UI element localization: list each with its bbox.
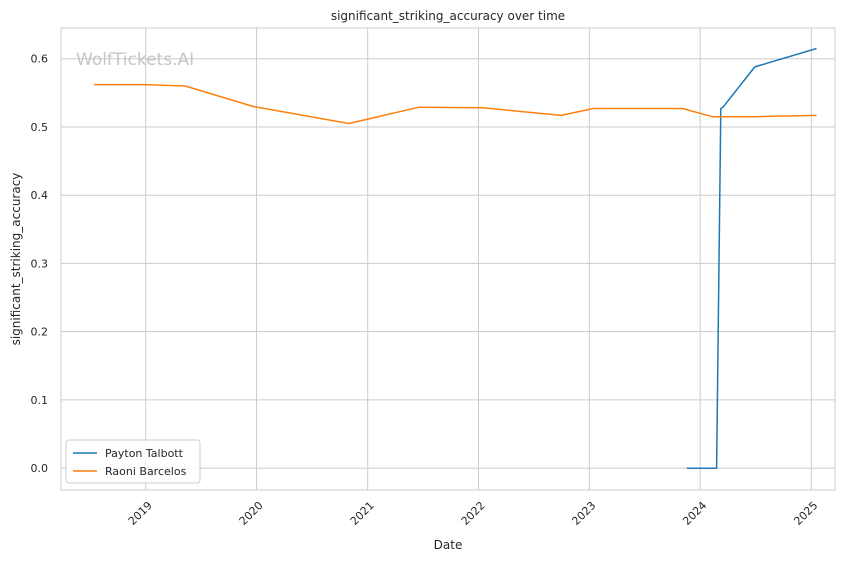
y-tick-label: 0.5 xyxy=(31,121,49,134)
x-tick-label: 2021 xyxy=(348,499,377,528)
x-tick-label: 2025 xyxy=(791,499,820,528)
y-tick-label: 0.1 xyxy=(31,394,49,407)
grid xyxy=(61,28,835,490)
legend-label: Payton Talbott xyxy=(105,447,184,460)
x-tick-label: 2019 xyxy=(126,499,155,528)
y-tick-label: 0.6 xyxy=(31,53,49,66)
x-axis-title: Date xyxy=(434,538,463,552)
y-axis-ticks: 0.0 0.1 0.2 0.3 0.4 0.5 0.6 xyxy=(31,53,49,475)
y-tick-label: 0.3 xyxy=(31,257,49,270)
y-axis-title: significant_striking_accuracy xyxy=(9,173,23,346)
x-tick-label: 2023 xyxy=(569,499,598,528)
plot-area-frame xyxy=(60,27,836,491)
x-tick-label: 2024 xyxy=(680,499,709,528)
x-axis-ticks: 2019 2020 2021 2022 2023 2024 2025 xyxy=(126,499,821,528)
y-tick-label: 0.0 xyxy=(31,462,49,475)
watermark: WolfTickets.AI xyxy=(76,50,194,70)
series-lines xyxy=(93,47,817,469)
legend-box xyxy=(65,439,201,484)
x-tick-label: 2020 xyxy=(237,499,266,528)
legend: Payton Talbott Raoni Barcelos xyxy=(65,439,201,484)
legend-label: Raoni Barcelos xyxy=(105,465,187,478)
series-line-2 xyxy=(93,83,817,125)
chart-title: significant_striking_accuracy over time xyxy=(331,9,565,23)
y-tick-label: 0.2 xyxy=(31,326,49,339)
y-tick-label: 0.4 xyxy=(31,189,49,202)
series-line-1 xyxy=(686,47,817,469)
x-tick-label: 2022 xyxy=(459,499,488,528)
